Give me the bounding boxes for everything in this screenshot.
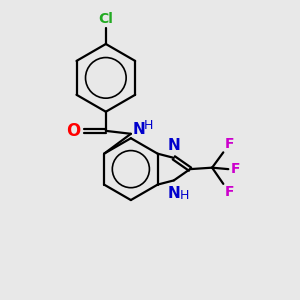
Text: F: F	[225, 137, 234, 151]
Text: H: H	[179, 189, 189, 202]
Text: Cl: Cl	[98, 12, 113, 26]
Text: O: O	[66, 122, 80, 140]
Text: F: F	[231, 162, 240, 176]
Text: F: F	[225, 185, 234, 199]
Text: N: N	[167, 138, 180, 153]
Text: N: N	[168, 186, 181, 201]
Text: N: N	[132, 122, 145, 137]
Text: H: H	[144, 119, 154, 132]
